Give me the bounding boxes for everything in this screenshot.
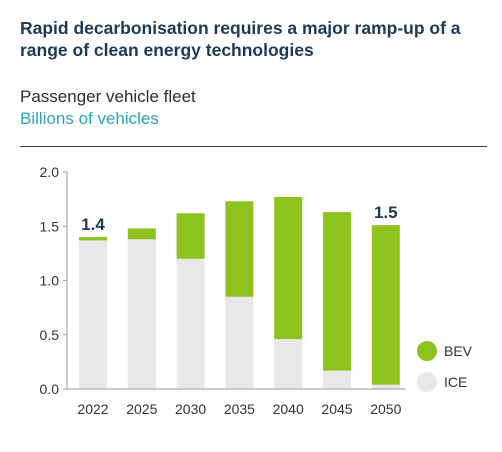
x-tick-label: 2035 [224, 401, 255, 417]
bar-ice-2045 [323, 370, 351, 389]
legend-swatch-bev [417, 341, 437, 361]
data-labels: 1.4 1.5 [81, 203, 397, 234]
bar-ice-2025 [127, 239, 156, 389]
y-tick-label: 0.0 [40, 381, 60, 397]
legend-swatch-ice [417, 372, 437, 392]
x-tick-label: 2050 [370, 401, 401, 417]
legend-label-bev: BEV [444, 343, 473, 359]
bar-bev-2045 [323, 212, 351, 371]
legend: BEV ICE [417, 341, 473, 392]
bar-bev-2035 [225, 201, 254, 297]
bar-bev-2025 [127, 228, 156, 240]
bar-ice-2050 [371, 384, 400, 389]
chart-title: Rapid decarbonisation requires a major r… [20, 18, 461, 60]
x-tick-label: 2040 [273, 401, 304, 417]
bar-bev-2040 [274, 196, 303, 340]
bar-ice-2030 [176, 258, 205, 389]
bar-ice-2035 [225, 296, 254, 389]
chart-subtitle: Passenger vehicle fleet [20, 87, 196, 106]
x-axis: 2022 2025 2030 2035 2040 2045 2050 [67, 388, 406, 417]
x-tick-label: 2025 [126, 401, 157, 417]
bar-bev-2022 [79, 237, 107, 241]
header-divider [20, 146, 487, 147]
x-tick-label: 2045 [321, 401, 352, 417]
y-tick-label: 0.5 [40, 327, 60, 343]
unit-label: Billions of vehicles [20, 109, 159, 128]
data-label-2050: 1.5 [374, 203, 398, 222]
data-label-2022: 1.4 [81, 215, 105, 234]
x-tick-label: 2022 [77, 401, 108, 417]
bar-ice-2022 [79, 240, 107, 389]
y-tick-label: 1.0 [40, 273, 60, 289]
legend-label-ice: ICE [444, 374, 467, 390]
x-tick-label: 2030 [175, 401, 206, 417]
bar-ice-2040 [274, 339, 303, 389]
bar-bev-2050 [371, 225, 400, 385]
bar-bev-2030 [176, 213, 205, 259]
bar-series [79, 196, 400, 389]
y-axis: 0.0 0.5 1.0 1.5 2.0 [40, 164, 68, 397]
y-tick-label: 1.5 [40, 218, 60, 234]
y-tick-label: 2.0 [40, 164, 60, 180]
